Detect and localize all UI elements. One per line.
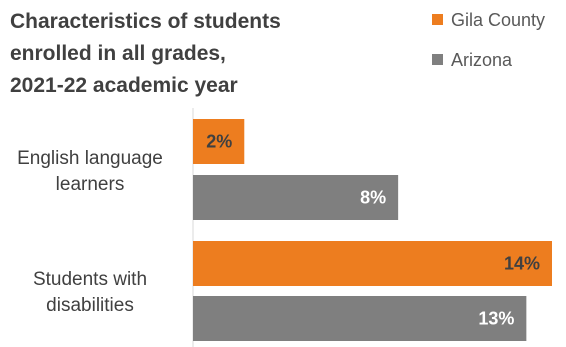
bar — [193, 296, 527, 341]
chart-title-line: Characteristics of students — [10, 10, 281, 33]
legend-swatch — [432, 14, 443, 25]
bar — [193, 119, 245, 164]
bar — [193, 175, 399, 220]
chart-title-line: 2021-22 academic year — [10, 74, 238, 97]
category-label: Students with — [33, 269, 147, 290]
bars — [193, 119, 552, 341]
legend-label: Arizona — [451, 50, 513, 70]
chart-title-line: enrolled in all grades, — [10, 42, 226, 65]
bar-data-label: 14% — [504, 254, 540, 274]
category-label: English language — [17, 148, 163, 169]
bar — [193, 241, 552, 286]
legend-label: Gila County — [451, 10, 545, 30]
category-labels: English language learners Students with dis… — [17, 148, 163, 316]
bar-data-label: 13% — [478, 309, 514, 329]
chart-legend: Gila County Arizona — [432, 10, 545, 70]
legend-swatch — [432, 54, 443, 65]
chart-title: Characteristics of students enrolled in a… — [10, 10, 281, 97]
category-label: learners — [56, 174, 125, 195]
bar-data-label: 8% — [360, 188, 386, 208]
data-labels: 2% 8% 14% 13% — [206, 132, 540, 329]
category-label: disabilities — [46, 295, 134, 316]
bar-data-label: 2% — [206, 132, 232, 152]
